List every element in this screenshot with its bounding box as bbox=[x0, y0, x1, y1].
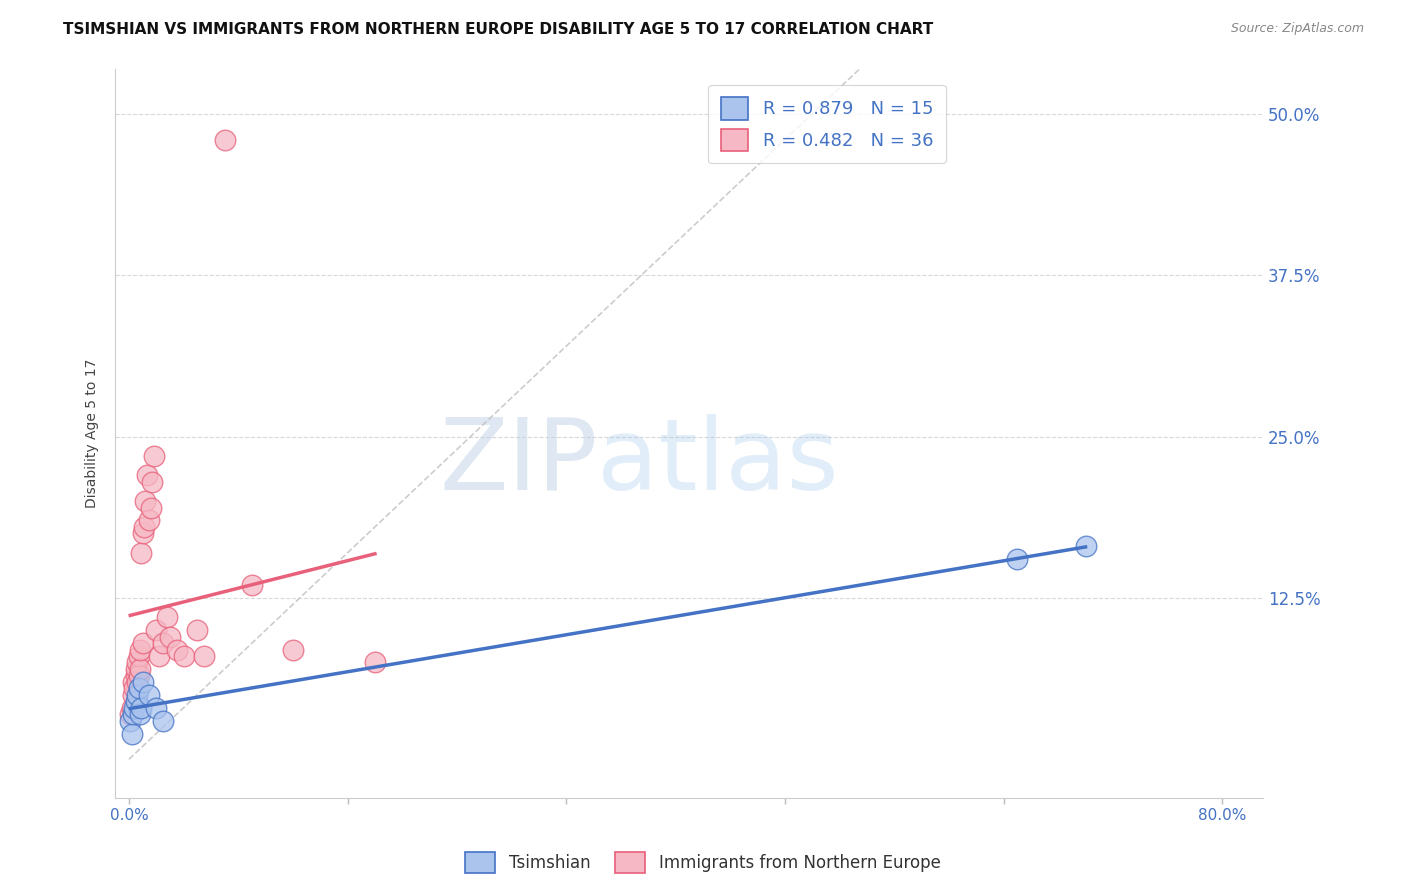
Point bbox=[125, 662, 148, 676]
Point bbox=[120, 714, 142, 728]
Legend: Tsimshian, Immigrants from Northern Europe: Tsimshian, Immigrants from Northern Euro… bbox=[458, 846, 948, 880]
Point bbox=[129, 546, 152, 560]
Point bbox=[127, 674, 149, 689]
Point bbox=[214, 132, 236, 146]
Legend: R = 0.879   N = 15, R = 0.482   N = 36: R = 0.879 N = 15, R = 0.482 N = 36 bbox=[709, 85, 946, 163]
Point bbox=[128, 662, 150, 676]
Point bbox=[129, 700, 152, 714]
Point bbox=[122, 674, 145, 689]
Y-axis label: Disability Age 5 to 17: Disability Age 5 to 17 bbox=[86, 359, 100, 508]
Point bbox=[134, 494, 156, 508]
Text: ZIP: ZIP bbox=[439, 414, 598, 511]
Point bbox=[166, 642, 188, 657]
Point bbox=[156, 610, 179, 624]
Point bbox=[240, 578, 263, 592]
Point bbox=[128, 642, 150, 657]
Point bbox=[128, 707, 150, 722]
Point bbox=[193, 648, 215, 663]
Point bbox=[122, 688, 145, 702]
Point bbox=[1005, 552, 1028, 566]
Point bbox=[125, 668, 148, 682]
Point bbox=[127, 656, 149, 670]
Point bbox=[131, 526, 153, 541]
Point bbox=[1074, 539, 1097, 553]
Point bbox=[152, 714, 174, 728]
Point bbox=[281, 642, 304, 657]
Point bbox=[141, 475, 163, 489]
Point bbox=[135, 468, 157, 483]
Point bbox=[131, 636, 153, 650]
Point bbox=[145, 624, 167, 638]
Point bbox=[145, 700, 167, 714]
Point bbox=[148, 648, 170, 663]
Point bbox=[173, 648, 195, 663]
Point bbox=[125, 694, 148, 708]
Point bbox=[152, 636, 174, 650]
Point bbox=[186, 624, 208, 638]
Point bbox=[142, 449, 165, 463]
Point bbox=[124, 681, 146, 696]
Point bbox=[364, 656, 387, 670]
Text: Source: ZipAtlas.com: Source: ZipAtlas.com bbox=[1230, 22, 1364, 36]
Point bbox=[124, 700, 146, 714]
Point bbox=[138, 513, 160, 527]
Point bbox=[128, 681, 150, 696]
Point bbox=[139, 500, 162, 515]
Point bbox=[120, 707, 142, 722]
Point bbox=[121, 700, 143, 714]
Point bbox=[128, 668, 150, 682]
Point bbox=[138, 688, 160, 702]
Point bbox=[132, 520, 155, 534]
Point bbox=[159, 630, 181, 644]
Point bbox=[131, 674, 153, 689]
Point bbox=[127, 688, 149, 702]
Text: atlas: atlas bbox=[598, 414, 839, 511]
Text: TSIMSHIAN VS IMMIGRANTS FROM NORTHERN EUROPE DISABILITY AGE 5 TO 17 CORRELATION : TSIMSHIAN VS IMMIGRANTS FROM NORTHERN EU… bbox=[63, 22, 934, 37]
Point bbox=[121, 726, 143, 740]
Point bbox=[122, 707, 145, 722]
Point bbox=[128, 648, 150, 663]
